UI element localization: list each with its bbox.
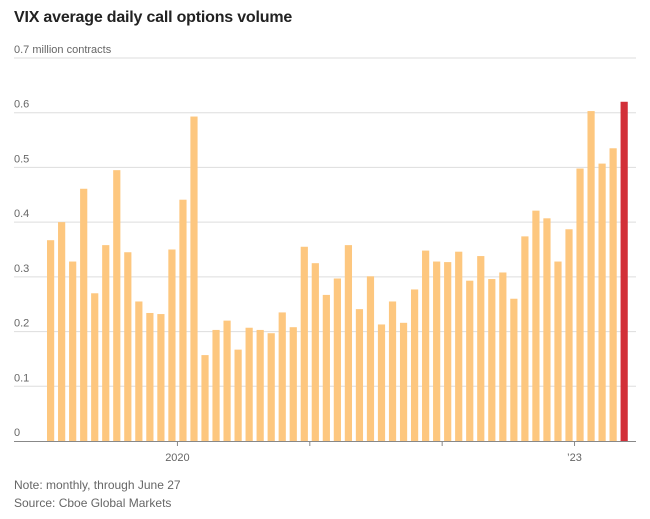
y-tick-label: 0.1 [14, 372, 29, 384]
bar [598, 163, 606, 441]
y-axis-labels: 0 0.1 0.2 0.3 0.4 0.5 0.6 0.7 million contracts [14, 44, 112, 439]
bar [565, 229, 573, 441]
x-tick-label: ’23 [567, 452, 582, 464]
bar [543, 218, 551, 441]
bar [388, 301, 397, 441]
bar [422, 250, 430, 441]
bar [576, 168, 584, 441]
bar [488, 279, 496, 441]
y-tick-label: 0.2 [14, 318, 29, 330]
bar [477, 256, 485, 441]
bar [289, 327, 297, 441]
bar [322, 294, 330, 441]
y-tick-label: 0.4 [14, 208, 29, 220]
x-axis: 2020 ’23 [14, 441, 636, 464]
y-tick-label: 0.3 [14, 263, 29, 275]
bar [201, 355, 209, 441]
bar [146, 312, 154, 441]
y-tick-label: 0 [14, 427, 20, 439]
bar [355, 309, 364, 441]
bar [168, 249, 176, 441]
y-tick-label: 0.7 million contracts [14, 44, 112, 56]
chart-source: Source: Cboe Global Markets [14, 496, 172, 510]
bar [256, 329, 264, 441]
bar [510, 298, 518, 441]
bar [69, 261, 77, 441]
bar [223, 320, 231, 441]
bar [609, 148, 617, 441]
bar [444, 262, 452, 441]
bar [333, 278, 341, 441]
bar [278, 312, 286, 441]
bar [521, 236, 529, 441]
bar [245, 327, 253, 441]
bar [212, 329, 220, 441]
bar [267, 333, 275, 441]
bar [157, 314, 165, 441]
bar [366, 276, 375, 441]
bar [80, 188, 88, 441]
x-tick-label: 2020 [165, 452, 189, 464]
bar [135, 301, 143, 441]
bars [47, 101, 628, 442]
bar [124, 252, 132, 441]
bar [399, 322, 408, 441]
bar [179, 199, 187, 441]
bar [532, 210, 540, 441]
bar [47, 240, 55, 441]
chart-note: Note: monthly, through June 27 [14, 478, 181, 492]
bar [554, 261, 562, 441]
bar [234, 349, 242, 441]
y-tick-label: 0.5 [14, 153, 29, 165]
y-tick-label: 0.6 [14, 99, 29, 111]
bar [466, 280, 474, 441]
bar [91, 293, 99, 441]
bar [113, 170, 121, 441]
bar [499, 272, 507, 441]
bar [344, 245, 353, 441]
bar [587, 111, 595, 441]
bar [311, 263, 319, 441]
bar [58, 222, 66, 441]
bar [433, 261, 441, 441]
bar [190, 116, 198, 442]
bar [455, 251, 463, 441]
bar [102, 245, 110, 441]
bar [377, 324, 386, 441]
bar [410, 289, 419, 441]
bar [300, 246, 308, 441]
chart-title: VIX average daily call options volume [14, 9, 293, 26]
bar-latest [620, 101, 628, 442]
